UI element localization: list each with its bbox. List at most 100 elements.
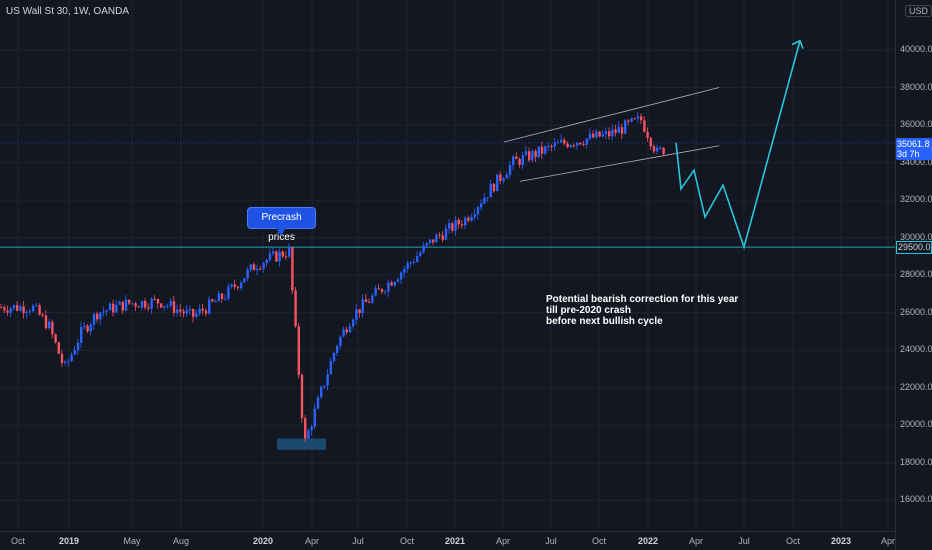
candle-82 <box>262 261 265 273</box>
projection-arrowhead <box>791 39 804 49</box>
candle-body <box>217 293 220 302</box>
candle-186 <box>595 128 598 139</box>
price-tick-label: 32000.0 <box>900 194 932 205</box>
candle-body <box>560 139 563 143</box>
candle-90 <box>288 243 291 259</box>
candle-body <box>102 311 105 313</box>
time-tick-label: Aug <box>172 536 190 546</box>
candle-179 <box>572 143 576 149</box>
candle-body <box>268 253 272 260</box>
candle-71 <box>227 283 230 301</box>
candle-81 <box>259 265 262 271</box>
candle-body <box>483 197 486 204</box>
candle-body <box>566 143 569 148</box>
candle-30 <box>96 311 99 323</box>
candle-72 <box>230 283 233 289</box>
candle-183 <box>585 138 588 149</box>
candle-196 <box>627 118 630 126</box>
price-tick-label: 18000.0 <box>900 456 932 467</box>
candle-7 <box>22 301 25 319</box>
candle-body <box>617 127 620 133</box>
candle-23 <box>73 346 76 356</box>
analysis-note[interactable]: Potential bearish correction for this ye… <box>546 294 738 327</box>
candle-body <box>259 268 262 270</box>
candle-51 <box>163 305 166 311</box>
price-tick-label: 28000.0 <box>900 269 932 280</box>
candle-39 <box>124 294 128 312</box>
candle-body <box>579 142 582 145</box>
candle-body <box>377 288 380 290</box>
candle-190 <box>608 127 611 140</box>
candle-body <box>89 324 92 332</box>
candle-129 <box>412 258 416 265</box>
candle-119 <box>380 288 384 294</box>
price-chart[interactable] <box>0 0 895 531</box>
time-tick-label: 2021 <box>444 536 466 546</box>
candle-34 <box>108 302 112 311</box>
candle-body <box>633 118 636 120</box>
currency-label[interactable]: USD <box>905 5 932 17</box>
candle-body <box>172 301 176 313</box>
vertical-gridlines <box>17 0 889 531</box>
candle-178 <box>569 144 572 148</box>
candle-131 <box>419 250 422 258</box>
candle-85 <box>272 246 275 256</box>
candle-46 <box>147 303 150 312</box>
price-tick-label: 34000.0 <box>900 156 932 167</box>
candle-138 <box>441 231 444 243</box>
candle-105 <box>336 344 339 356</box>
candle-body <box>118 301 121 305</box>
candle-body <box>387 282 390 292</box>
candle-193 <box>617 121 620 133</box>
candle-164 <box>524 146 528 157</box>
candle-body <box>326 374 329 386</box>
candle-body <box>384 291 387 293</box>
candle-body <box>208 299 211 314</box>
candle-body <box>371 295 374 303</box>
candle-body <box>627 120 630 122</box>
candle-body <box>121 301 124 311</box>
candle-1 <box>3 304 6 314</box>
candle-body <box>496 174 499 192</box>
candle-body <box>246 269 249 279</box>
candle-53 <box>169 298 172 309</box>
symbol-title[interactable]: US Wall St 30, 1W, OANDA <box>6 6 129 17</box>
candle-body <box>323 385 326 388</box>
candle-body <box>96 313 99 320</box>
candle-40 <box>128 299 131 305</box>
candle-142 <box>454 215 457 236</box>
candle-body <box>12 305 16 309</box>
candle-body <box>278 251 281 262</box>
candle-body <box>412 261 416 263</box>
candle-body <box>22 306 25 314</box>
candle-body <box>467 217 470 221</box>
candle-12 <box>38 303 41 316</box>
candle-95 <box>304 415 307 442</box>
candle-151 <box>483 192 486 205</box>
candle-62 <box>198 304 201 317</box>
candle-87 <box>278 248 281 267</box>
candle-35 <box>112 299 115 317</box>
candle-body <box>16 305 19 311</box>
candle-69 <box>220 292 224 303</box>
candle-140 <box>448 218 451 234</box>
candle-body <box>272 251 275 254</box>
candle-body <box>201 308 204 311</box>
candle-body <box>588 133 592 139</box>
candle-body <box>275 251 278 262</box>
candle-body <box>99 312 102 320</box>
candle-body <box>352 319 355 327</box>
candle-body <box>550 145 553 147</box>
candle-58 <box>185 304 188 317</box>
candle-175 <box>560 134 563 144</box>
candle-body <box>630 118 633 122</box>
price-tick-label: 36000.0 <box>900 119 932 130</box>
candle-body <box>249 264 252 270</box>
time-tick-label: Oct <box>399 536 415 546</box>
candle-body <box>92 313 96 325</box>
precrash-callout[interactable]: Precrash prices <box>247 207 316 243</box>
candle-5 <box>16 301 19 312</box>
candle-body <box>537 146 540 157</box>
candle-body <box>115 304 118 313</box>
channel-lower-line <box>519 145 720 182</box>
